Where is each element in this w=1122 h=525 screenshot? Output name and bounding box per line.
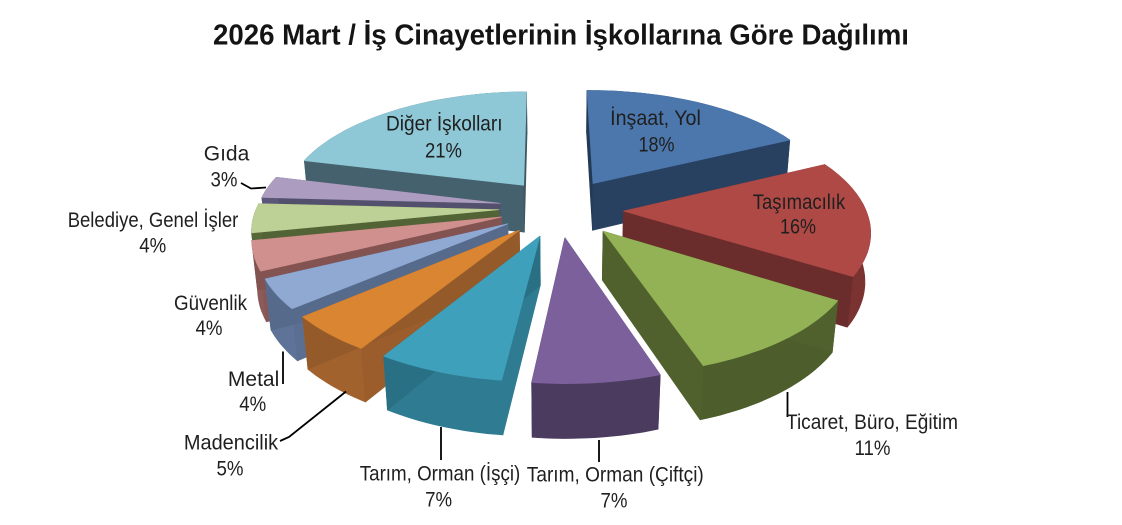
svg-text:Belediye, Genel İşler: Belediye, Genel İşler xyxy=(68,209,239,232)
svg-text:3%: 3% xyxy=(211,168,238,191)
svg-text:16%: 16% xyxy=(780,216,816,239)
svg-text:21%: 21% xyxy=(425,140,462,163)
svg-text:7%: 7% xyxy=(601,490,628,513)
svg-text:Taşımacılık: Taşımacılık xyxy=(753,191,846,214)
svg-text:Ticaret, Büro, Eğitim: Ticaret, Büro, Eğitim xyxy=(786,411,958,434)
svg-text:18%: 18% xyxy=(639,134,675,157)
svg-text:Tarım, Orman (İşçi): Tarım, Orman (İşçi) xyxy=(360,463,521,486)
svg-text:Güvenlik: Güvenlik xyxy=(174,292,247,315)
svg-text:2026 Mart / İş Cinayetlerinin: 2026 Mart / İş Cinayetlerinin İşkolların… xyxy=(213,20,909,52)
svg-text:Metal: Metal xyxy=(228,368,279,391)
svg-text:4%: 4% xyxy=(196,317,223,340)
svg-text:5%: 5% xyxy=(217,458,244,481)
svg-text:Gıda: Gıda xyxy=(204,142,250,165)
svg-text:7%: 7% xyxy=(425,488,452,511)
svg-text:Madencilik: Madencilik xyxy=(184,432,279,455)
svg-text:Diğer İşkolları: Diğer İşkolları xyxy=(386,113,503,136)
svg-text:11%: 11% xyxy=(855,437,891,460)
svg-text:4%: 4% xyxy=(139,235,166,258)
svg-text:Tarım, Orman (Çiftçi): Tarım, Orman (Çiftçi) xyxy=(527,464,704,487)
svg-text:4%: 4% xyxy=(239,393,266,416)
svg-text:İnşaat, Yol: İnşaat, Yol xyxy=(610,107,701,130)
